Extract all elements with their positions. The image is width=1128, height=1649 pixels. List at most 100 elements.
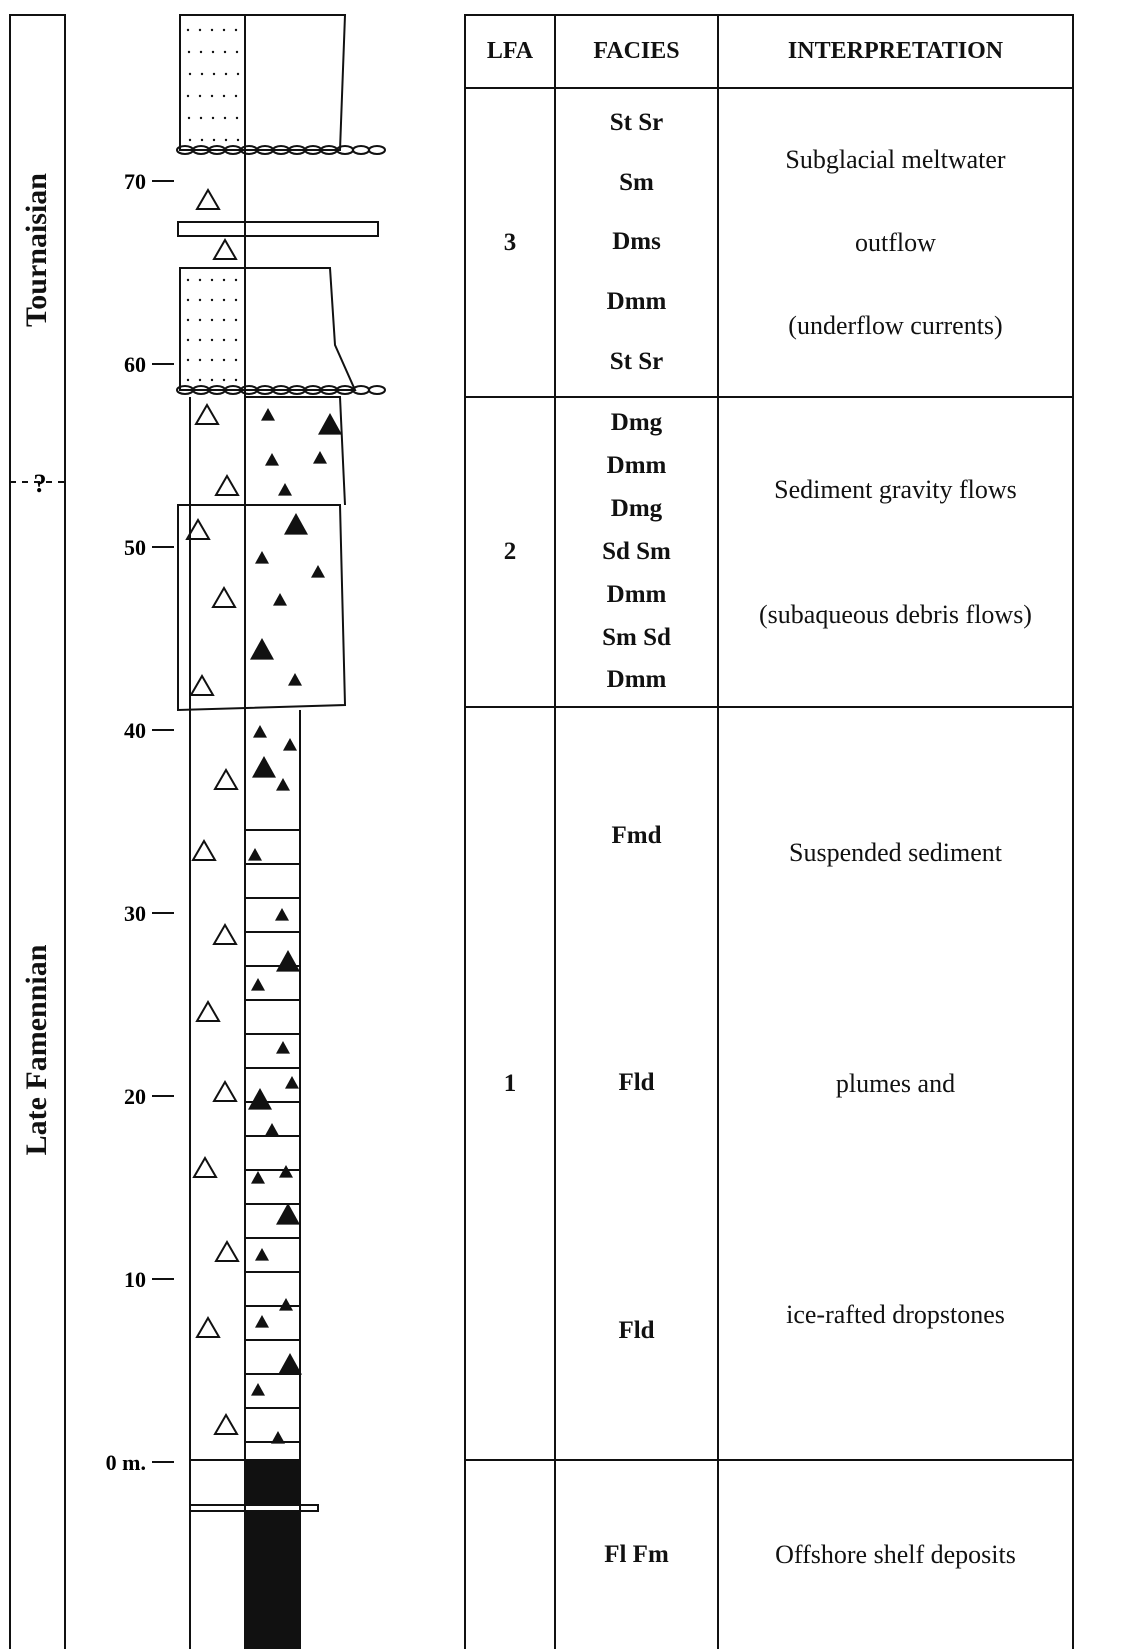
clast <box>276 778 290 791</box>
dropstone <box>193 841 215 860</box>
page: TournaisianLate Famennian?0 m.1020304050… <box>0 0 1128 1649</box>
interpretation-cell: Sediment gravity flows(subaqueous debris… <box>718 427 1073 677</box>
sand-dot <box>187 29 189 31</box>
header-cell: INTERPRETATION <box>718 15 1073 88</box>
clast <box>285 1076 299 1089</box>
facies-text: Sm <box>619 169 654 197</box>
facies-text: Dmm <box>607 452 667 480</box>
clast <box>248 848 262 861</box>
sand-dot <box>235 299 237 301</box>
sand-dot <box>225 73 227 75</box>
sand-unit <box>180 268 245 390</box>
dropstone <box>214 925 236 944</box>
header-text: LFA <box>487 38 533 65</box>
pebble <box>369 146 385 154</box>
sand-dot <box>223 319 225 321</box>
sand-dot <box>236 117 238 119</box>
clast <box>251 978 265 991</box>
sand-dot <box>212 51 214 53</box>
facies-text: Sd Sm <box>602 538 671 566</box>
sand-dot <box>199 379 201 381</box>
interpretation-text: Sediment gravity flows <box>774 475 1017 505</box>
facies-text: Dmm <box>607 666 667 694</box>
facies-text: Fmd <box>612 822 662 850</box>
clast <box>253 725 267 738</box>
pebble <box>369 386 385 394</box>
sand-dot <box>237 73 239 75</box>
sand-dot <box>223 339 225 341</box>
depth-label: 70 <box>124 169 146 194</box>
sand-dot <box>187 319 189 321</box>
clast <box>278 483 292 496</box>
dropstone <box>191 676 213 695</box>
sand-dot <box>236 51 238 53</box>
dropstone <box>215 1415 237 1434</box>
depth-label: 20 <box>124 1084 146 1109</box>
depth-label: 0 m. <box>106 1450 146 1475</box>
sand-dot <box>225 139 227 141</box>
boundary-mark: ? <box>34 469 47 498</box>
dropstone <box>216 1242 238 1261</box>
sand-dot <box>187 379 189 381</box>
sand-dot <box>212 117 214 119</box>
sand-dot <box>237 139 239 141</box>
depth-label: 40 <box>124 718 146 743</box>
sand-dot <box>235 279 237 281</box>
cross-bed-unit <box>245 15 345 150</box>
dropstone <box>194 1158 216 1177</box>
header-cell: FACIES <box>555 15 718 88</box>
gravel-bed <box>178 222 378 236</box>
log-column <box>177 15 385 1649</box>
sand-dot <box>201 73 203 75</box>
sand-dot <box>199 95 201 97</box>
clast <box>313 451 327 464</box>
header-text: INTERPRETATION <box>788 38 1003 65</box>
interpretation-text: Suspended sediment <box>789 838 1002 868</box>
facies-text: Dmg <box>611 495 662 523</box>
interpretation-text: plumes and <box>836 1069 955 1099</box>
facies-text: St Sr <box>610 348 663 376</box>
sand-dot <box>223 95 225 97</box>
sand-dot <box>211 95 213 97</box>
clast <box>279 1298 293 1311</box>
sand-dot <box>187 95 189 97</box>
clast <box>255 1315 269 1328</box>
sand-dot <box>213 139 215 141</box>
sand-dot <box>211 379 213 381</box>
mudstone <box>245 1512 300 1649</box>
lfa-cell: 3 <box>465 88 555 397</box>
sand-unit <box>180 15 245 150</box>
facies-cell: Fl Fm <box>555 1465 718 1644</box>
clast <box>271 1431 285 1444</box>
dropstone <box>197 1318 219 1337</box>
sand-dot <box>223 379 225 381</box>
clast <box>283 738 297 751</box>
facies-text: Fld <box>618 1317 654 1345</box>
sand-dot <box>235 319 237 321</box>
facies-text: St Sr <box>610 109 663 137</box>
clast <box>255 551 269 564</box>
facies-text: Dmm <box>607 288 667 316</box>
clast <box>265 1123 279 1136</box>
sand-dot <box>187 299 189 301</box>
sand-dot <box>199 319 201 321</box>
cross-bed-unit <box>245 268 355 390</box>
stage-label: Tournaisian <box>20 173 53 327</box>
sand-dot <box>199 339 201 341</box>
header-text: FACIES <box>593 38 679 65</box>
sand-dot <box>199 279 201 281</box>
clast <box>261 408 275 421</box>
sand-dot <box>211 279 213 281</box>
sand-dot <box>189 139 191 141</box>
sand-dot <box>223 359 225 361</box>
dropstone <box>214 1082 236 1101</box>
dropstone <box>216 476 238 495</box>
interpretation-text: Subglacial meltwater <box>785 145 1005 175</box>
header-cell: LFA <box>465 15 555 88</box>
interpretation-text: outflow <box>855 228 936 258</box>
clast <box>252 756 276 778</box>
sand-dot <box>200 117 202 119</box>
depth-label: 10 <box>124 1267 146 1292</box>
clast <box>311 565 325 578</box>
facies-text: Fld <box>618 1069 654 1097</box>
